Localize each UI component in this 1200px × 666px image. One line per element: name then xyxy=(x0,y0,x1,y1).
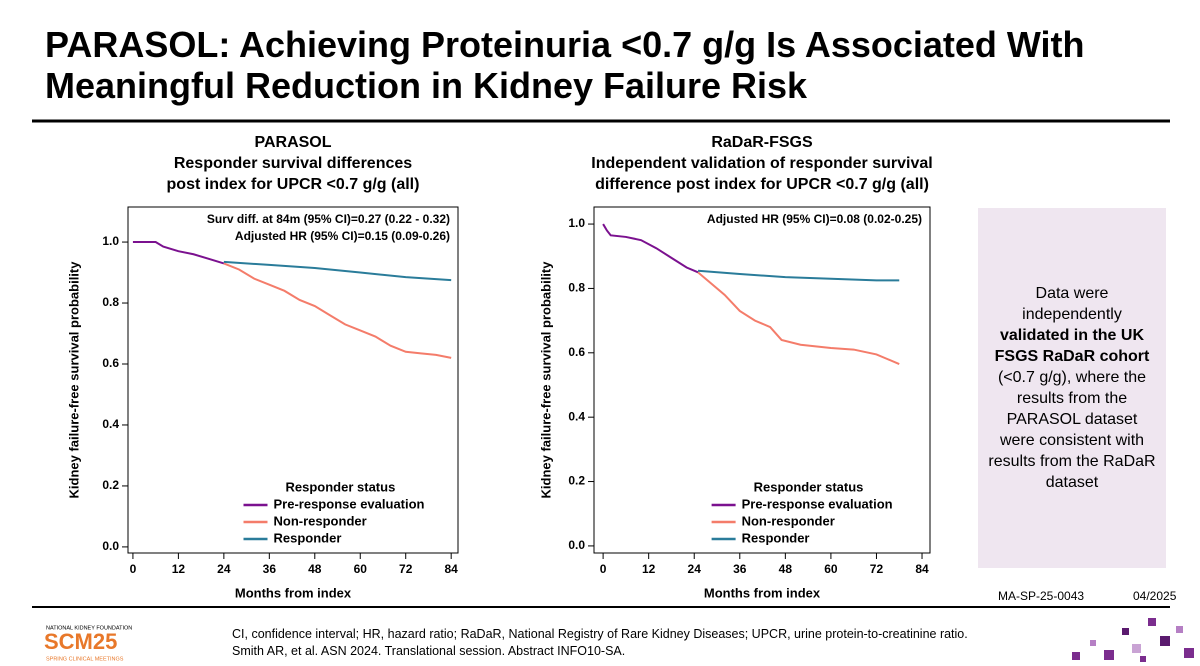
annotation: Adjusted HR (95% CI)=0.15 (0.09-0.26) xyxy=(235,229,450,243)
survival-curve xyxy=(697,271,900,365)
legend-label: Responder xyxy=(274,530,342,545)
x-tick-label: 0 xyxy=(600,562,607,576)
x-tick-label: 12 xyxy=(642,562,656,576)
y-tick-label: 0.2 xyxy=(568,474,585,488)
x-tick-label: 24 xyxy=(217,562,231,576)
logo-mark: SCM25 xyxy=(44,629,117,654)
x-tick-label: 12 xyxy=(172,562,186,576)
survival-curve xyxy=(223,260,452,282)
x-tick-label: 36 xyxy=(263,562,277,576)
x-tick-label: 72 xyxy=(399,562,413,576)
y-tick-label: 0.6 xyxy=(568,345,585,359)
x-axis-label: Months from index xyxy=(235,585,352,600)
y-tick-label: 0.8 xyxy=(102,295,119,309)
legend-title: Responder status xyxy=(754,479,864,494)
survival-curve xyxy=(223,262,452,359)
legend-label: Non-responder xyxy=(274,513,367,528)
chart-title: difference post index for UPCR <0.7 g/g … xyxy=(595,176,929,193)
title-line: Meaningful Reduction in Kidney Failure R… xyxy=(45,65,808,106)
x-tick-label: 24 xyxy=(688,562,702,576)
y-tick-label: 0.4 xyxy=(568,409,585,423)
plot-frame xyxy=(593,206,931,554)
x-tick-label: 84 xyxy=(445,562,459,576)
x-tick-label: 60 xyxy=(824,562,838,576)
survival-curve xyxy=(602,223,699,274)
y-tick-label: 0.8 xyxy=(568,281,585,295)
chart-title: RaDaR-FSGS xyxy=(711,134,813,151)
chart-title: Independent validation of responder surv… xyxy=(591,155,932,172)
callout-run: Data were independently xyxy=(1022,285,1122,323)
plot-frame xyxy=(127,206,459,554)
y-tick-label: 0.0 xyxy=(102,539,119,553)
callout-box: Data were independently validated in the… xyxy=(978,208,1166,568)
y-tick-label: 1.0 xyxy=(568,216,585,230)
survival-curve xyxy=(697,269,900,282)
legend-title: Responder status xyxy=(286,479,396,494)
logo-org: NATIONAL KIDNEY FOUNDATION xyxy=(46,625,132,631)
doc-code: MA-SP-25-0043 xyxy=(998,589,1085,603)
decor xyxy=(1072,618,1194,662)
x-tick-label: 72 xyxy=(870,562,884,576)
footnotes: CI, confidence interval; HR, hazard rati… xyxy=(232,626,968,660)
legend-label: Responder xyxy=(742,530,810,545)
y-tick-label: 1.0 xyxy=(102,234,119,248)
legend-label: Non-responder xyxy=(742,513,835,528)
callout-run: validated in the UK FSGS RaDaR cohort xyxy=(994,327,1150,365)
slide-title: PARASOL: Achieving Proteinuria <0.7 g/g … xyxy=(45,24,1085,106)
y-tick-label: 0.2 xyxy=(102,478,119,492)
x-tick-label: 48 xyxy=(308,562,322,576)
title-line: PARASOL: Achieving Proteinuria <0.7 g/g … xyxy=(45,24,1085,65)
callout-text: Data were independently validated in the… xyxy=(988,283,1156,493)
y-tick-label: 0.6 xyxy=(102,356,119,370)
y-tick-label: 0.0 xyxy=(568,538,585,552)
annotation: Surv diff. at 84m (95% CI)=0.27 (0.22 - … xyxy=(207,212,450,226)
x-tick-label: 0 xyxy=(130,562,137,576)
legend-label: Pre-response evaluation xyxy=(742,496,893,511)
logo-sub: SPRING CLINICAL MEETINGS xyxy=(46,656,124,662)
footnote: Smith AR, et al. ASN 2024. Translational… xyxy=(232,644,626,658)
annotation: Adjusted HR (95% CI)=0.08 (0.02-0.25) xyxy=(707,212,922,226)
y-tick-label: 0.4 xyxy=(102,417,119,431)
callout-run: (<0.7 g/g), where the results from the P… xyxy=(988,369,1156,491)
y-axis-label: Kidney failure-free survival probability xyxy=(538,261,553,499)
x-axis-label: Months from index xyxy=(704,585,821,600)
chart-title: post index for UPCR <0.7 g/g (all) xyxy=(167,176,420,193)
doc-date: 04/2025 xyxy=(1133,589,1177,603)
survival-curve xyxy=(132,241,225,265)
legend-label: Pre-response evaluation xyxy=(274,496,425,511)
chart-title: Responder survival differences xyxy=(174,155,412,172)
footnote: CI, confidence interval; HR, hazard rati… xyxy=(232,627,968,641)
y-axis-label: Kidney failure-free survival probability xyxy=(66,261,81,499)
chart-title: PARASOL xyxy=(254,134,331,151)
x-tick-label: 48 xyxy=(779,562,793,576)
x-tick-label: 84 xyxy=(915,562,929,576)
x-tick-label: 36 xyxy=(733,562,747,576)
x-tick-label: 60 xyxy=(354,562,368,576)
